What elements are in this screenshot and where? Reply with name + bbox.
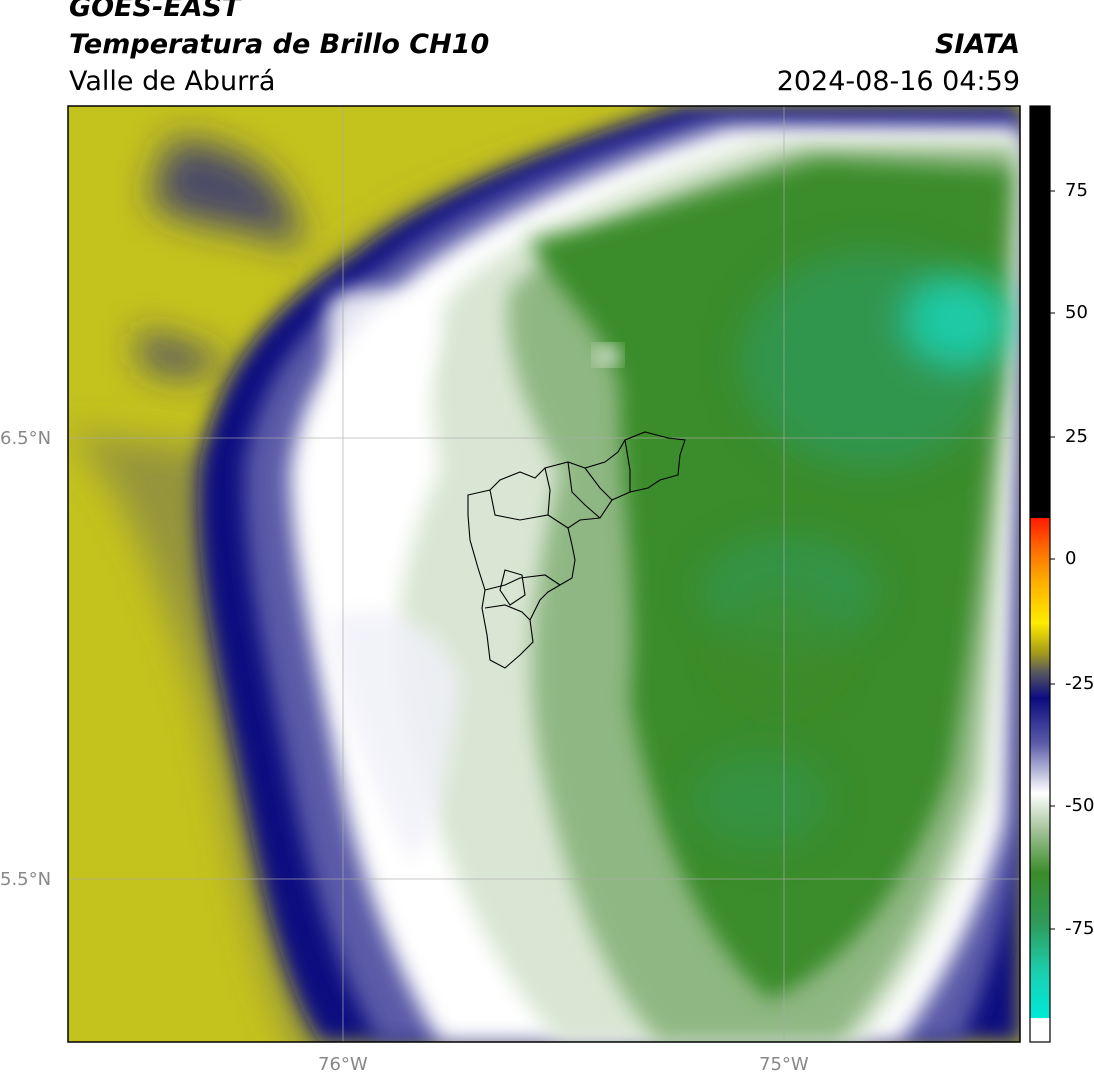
colorbar-tick-label: 50 xyxy=(1065,302,1088,323)
colorbar-tick-label: -75 xyxy=(1065,918,1094,939)
municipality-line-2 xyxy=(544,467,551,516)
municipality-line-5 xyxy=(484,574,561,591)
municipality-line-8 xyxy=(624,439,631,492)
lat-label-6-5N: 6.5°N xyxy=(0,428,52,449)
colorbar-gradient xyxy=(1030,518,1050,1018)
municipality-line-6 xyxy=(499,569,526,606)
lat-lon-gridlines xyxy=(68,106,1020,1042)
colorbar-tick-label: 0 xyxy=(1065,548,1077,569)
municipality-line-1 xyxy=(489,489,569,529)
colorbar-tick-label: 75 xyxy=(1065,180,1088,201)
lon-label-76W: 76°W xyxy=(318,1054,368,1075)
municipality-line-4 xyxy=(584,467,613,501)
colorbar-tick-label: -50 xyxy=(1065,795,1094,816)
municipality-line-3 xyxy=(567,461,601,519)
agency-label: SIATA xyxy=(934,29,1020,60)
lon-label-75W: 75°W xyxy=(759,1054,809,1075)
colorbar-white-segment xyxy=(1030,1018,1050,1042)
colorbar-frame xyxy=(1029,105,1051,1043)
lat-label-5-5N: 5.5°N xyxy=(0,869,52,890)
satellite-title: GOES-EAST xyxy=(69,0,241,23)
product-title: Temperatura de Brillo CH10 xyxy=(69,29,490,60)
municipality-boundaries xyxy=(467,431,686,669)
brightness-temperature-field xyxy=(68,106,1020,1042)
region-subtitle: Valle de Aburrá xyxy=(69,66,276,97)
colorbar-tick-label: -25 xyxy=(1065,673,1094,694)
timestamp-label: 2024-08-16 04:59 xyxy=(776,66,1020,97)
colorbar-tick-label: 25 xyxy=(1065,426,1088,447)
municipality-line-7 xyxy=(484,604,531,621)
colorbar-black-segment xyxy=(1030,106,1050,518)
colorbar xyxy=(1029,105,1055,1043)
map-frame xyxy=(67,105,1021,1043)
